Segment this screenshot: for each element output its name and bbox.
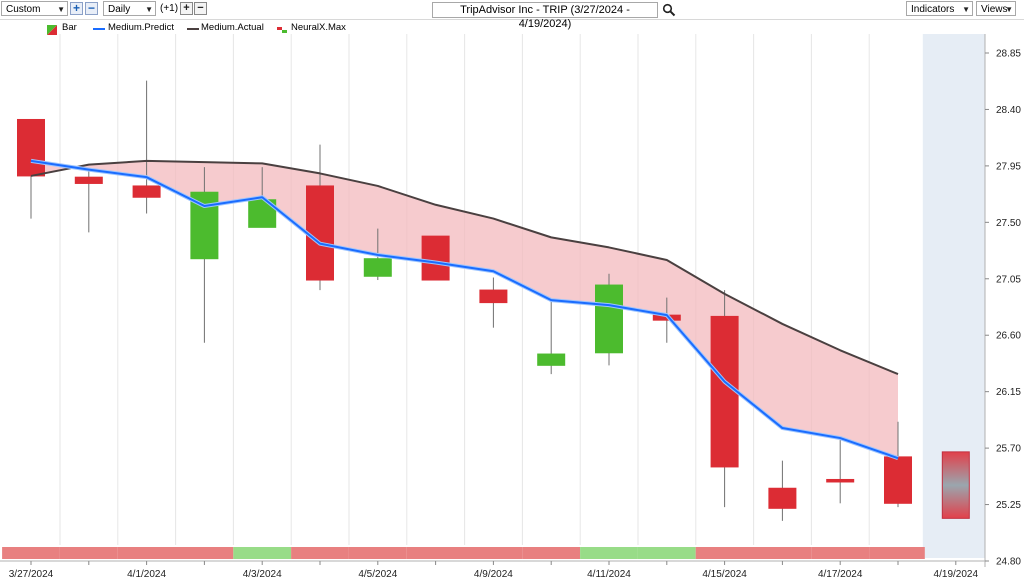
range-dropdown[interactable]: Custom ▼ [1, 1, 68, 16]
actual-legend-icon [187, 28, 199, 30]
legend-neuralx-max: NeuralX.Max [291, 22, 346, 33]
candle-body [826, 478, 855, 483]
x-tick-label: 4/9/2024 [474, 569, 513, 580]
x-tick-label: 4/15/2024 [702, 569, 747, 580]
step-forward-button[interactable]: + [180, 2, 193, 15]
signal-segment [59, 547, 118, 559]
interval-dropdown[interactable]: Daily ▼ [103, 1, 156, 16]
signal-segment [695, 547, 754, 559]
y-tick-label: 27.05 [996, 274, 1021, 285]
signal-segment [580, 547, 638, 559]
signal-segment [753, 547, 812, 559]
x-tick-label: 4/11/2024 [587, 569, 631, 580]
forecast-candle [941, 451, 970, 519]
y-tick-label: 25.25 [996, 500, 1021, 511]
step-label: (+1) [160, 3, 179, 14]
candle-body [768, 487, 797, 509]
candle-body [884, 456, 912, 504]
y-tick-label: 27.50 [996, 218, 1021, 229]
legend-bar: Bar [62, 22, 77, 33]
chevron-down-icon: ▼ [962, 5, 970, 14]
candle-body [74, 176, 103, 184]
y-tick-label: 26.15 [996, 387, 1021, 398]
x-tick-label: 4/17/2024 [818, 569, 863, 580]
candle-body [363, 258, 392, 277]
candle-body [479, 289, 508, 304]
signal-segment [117, 547, 176, 559]
y-tick-label: 24.80 [996, 557, 1021, 568]
symbol-title-field[interactable]: TripAdvisor Inc - TRIP (3/27/2024 - 4/19… [432, 2, 658, 30]
candle-body [306, 185, 334, 281]
minus-icon: − [87, 1, 95, 15]
step-back-button[interactable]: − [194, 2, 207, 15]
indicators-dropdown[interactable]: Indicators ▼ [906, 1, 973, 16]
views-label: Views [981, 4, 1008, 15]
interval-dropdown-label: Daily [108, 4, 131, 15]
bar-legend-icon [47, 25, 57, 35]
signal-segment [406, 547, 465, 559]
plus-icon: + [183, 2, 190, 14]
candle-body [537, 353, 566, 366]
x-tick-label: 4/5/2024 [358, 569, 397, 580]
neural-legend-icon [277, 27, 287, 33]
toolbar: Custom ▼ + − Daily ▼ (+1) + − TripAdviso… [0, 0, 1024, 30]
medium-actual-line [30, 159, 899, 376]
indicators-label: Indicators [911, 4, 955, 15]
candle-body [595, 284, 623, 354]
y-tick-label: 25.70 [996, 444, 1021, 455]
candle-body [17, 118, 45, 177]
signal-segment [811, 547, 870, 559]
x-tick-label: 4/19/2024 [934, 569, 979, 580]
plus-icon: + [72, 1, 80, 15]
signal-segment [233, 547, 292, 559]
signal-segment [348, 547, 407, 559]
x-tick-label: 4/3/2024 [243, 569, 282, 580]
signal-segment [175, 547, 234, 559]
price-chart[interactable]: 28.85 28.40 27.95 27.50 27.05 26.60 26.15 25.70… [0, 19, 1024, 586]
search-icon[interactable] [662, 3, 676, 17]
y-tick-label: 27.95 [996, 161, 1021, 172]
zoom-out-button[interactable]: − [85, 2, 98, 15]
y-tick-label: 28.85 [996, 49, 1021, 60]
zoom-in-button[interactable]: + [70, 2, 83, 15]
legend-medium-predict: Medium.Predict [108, 22, 174, 33]
x-tick-label: 3/27/2024 [9, 569, 54, 580]
x-tick-label: 4/1/2024 [127, 569, 166, 580]
chevron-down-icon: ▼ [57, 5, 65, 14]
candle-body [421, 235, 450, 281]
symbol-title-text: TripAdvisor Inc - TRIP (3/27/2024 - 4/19… [460, 4, 630, 30]
minus-icon: − [197, 2, 204, 14]
signal-segment [869, 547, 925, 559]
views-dropdown[interactable]: Views ▼ [976, 1, 1016, 16]
candle-body [710, 315, 739, 468]
range-dropdown-label: Custom [6, 4, 41, 15]
signal-segment [464, 547, 523, 559]
legend-medium-actual: Medium.Actual [201, 22, 264, 33]
y-tick-label: 26.60 [996, 331, 1021, 342]
signal-segment [637, 547, 696, 559]
predict-legend-icon [93, 28, 105, 30]
chevron-down-icon: ▼ [1005, 5, 1013, 14]
signal-segment [522, 547, 581, 559]
signal-segment [291, 547, 349, 559]
chevron-down-icon: ▼ [145, 5, 153, 14]
signal-segment [2, 547, 60, 559]
candle-body [132, 185, 161, 198]
y-tick-label: 28.40 [996, 105, 1021, 116]
medium-predict-line [30, 159, 899, 460]
